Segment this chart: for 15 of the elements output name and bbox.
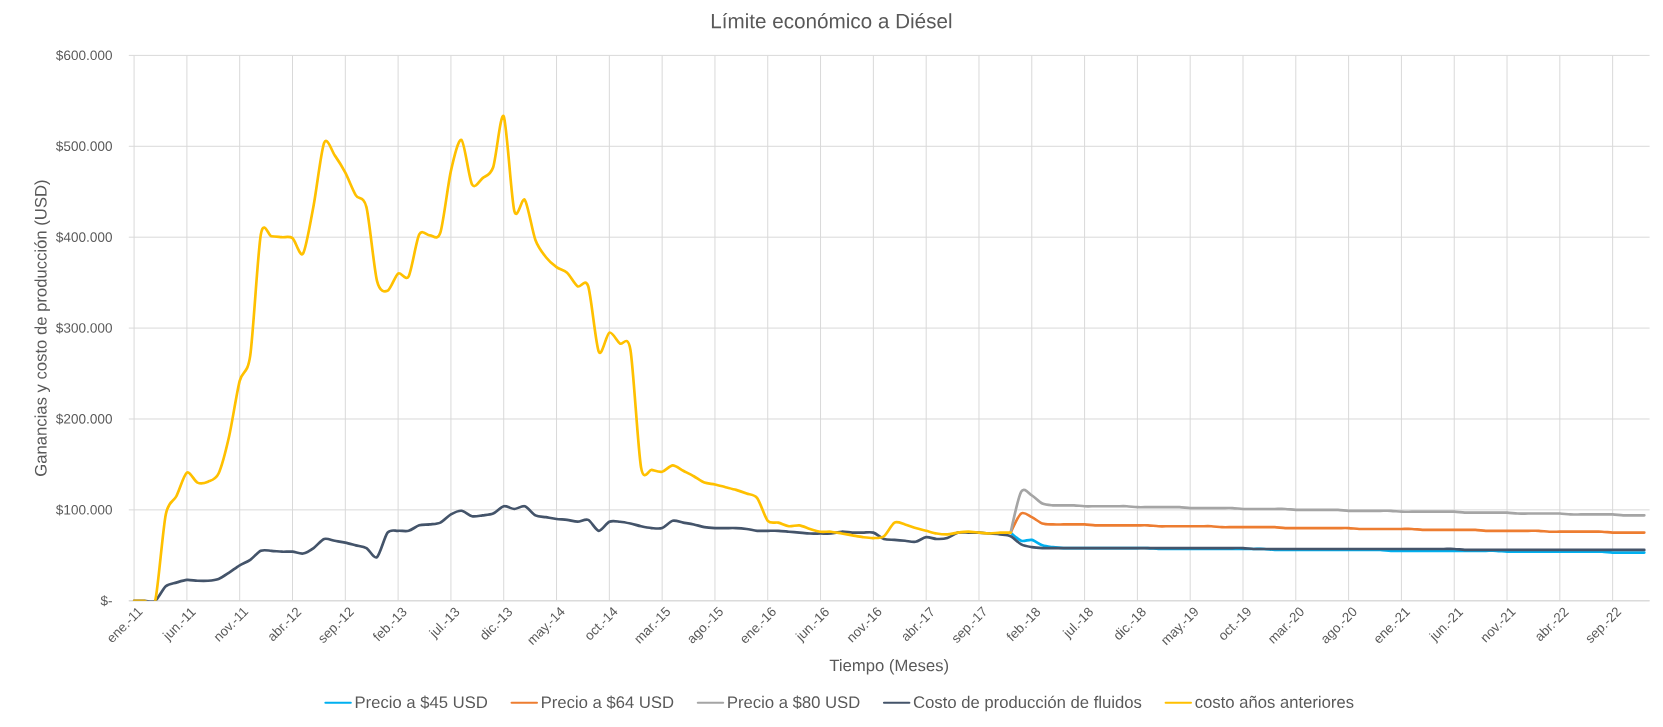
y-tick-label: $600.000 xyxy=(55,49,112,61)
legend-label: Costo de producción de fluidos xyxy=(913,695,1142,712)
chart-title: Límite económico a Diésel xyxy=(711,12,952,29)
legend-label: Precio a $64 USD xyxy=(542,695,674,710)
y-tick-label: $300.000 xyxy=(55,322,112,334)
y-tick-label: $100.000 xyxy=(55,504,112,516)
legend-label: Precio a $45 USD xyxy=(355,695,488,710)
y-tick-label: $200.000 xyxy=(55,413,112,425)
y-tick-label: $- xyxy=(100,595,112,607)
y-axis-title: Ganancias y costo de producción (USD) xyxy=(34,180,50,476)
legend-label: costo años anteriores xyxy=(1195,695,1354,708)
y-tick-label: $500.000 xyxy=(55,140,112,152)
x-axis-title: Tiempo (Meses) xyxy=(829,659,949,675)
legend-label: Precio a $80 USD xyxy=(728,695,860,710)
y-tick-label: $400.000 xyxy=(55,231,112,243)
